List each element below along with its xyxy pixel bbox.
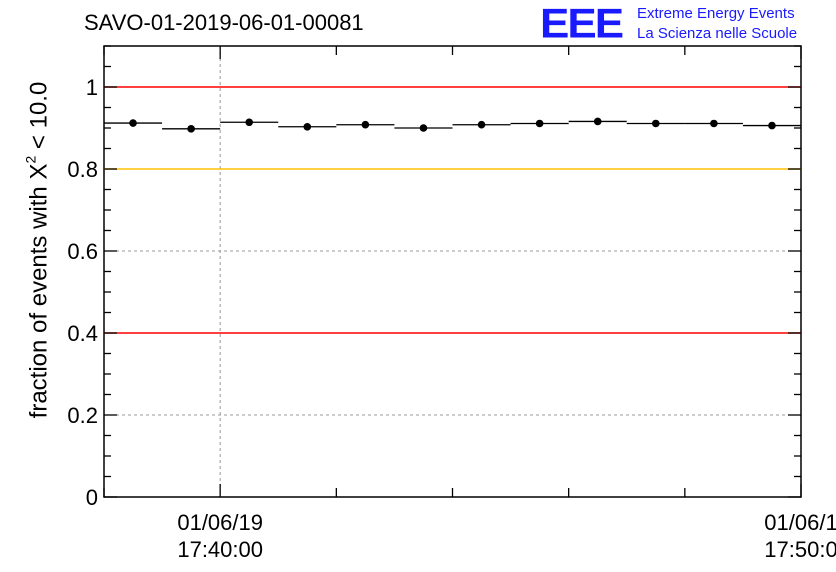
data-point: [419, 124, 428, 132]
plot-frame: [103, 45, 802, 498]
logo-line-1: Extreme Energy Events: [637, 5, 795, 22]
y-tick-label: 0.2: [67, 403, 98, 428]
data-point: [303, 122, 312, 131]
data-point: [245, 118, 254, 127]
data-point: [361, 120, 370, 129]
data-point: [535, 119, 544, 128]
x-tick-label-time: 17:50:0: [764, 537, 836, 562]
eee-logo-mark: EEE: [540, 0, 624, 47]
data-point: [710, 119, 718, 128]
x-tick-label-time: 17:40:00: [177, 537, 263, 562]
y-tick-label: 0.8: [67, 157, 98, 182]
data-point: [477, 120, 486, 129]
y-tick-label: 0.4: [67, 321, 98, 346]
data-point: [593, 117, 602, 126]
logo-line-2: La Scienza nelle Scuole: [637, 25, 798, 42]
data-point: [129, 119, 137, 127]
x-tick-label-date: 01/06/19: [177, 510, 263, 535]
chart-title: SAVO-01-2019-06-01-00081: [84, 10, 364, 35]
y-tick-label: 0.6: [67, 239, 98, 264]
x-tick-label-date: 01/06/1: [764, 510, 836, 535]
data-point: [187, 125, 195, 133]
y-tick-label: 1: [86, 75, 98, 100]
y-tick-label: 0: [86, 485, 98, 510]
data-point: [768, 121, 776, 130]
data-point: [651, 119, 660, 128]
